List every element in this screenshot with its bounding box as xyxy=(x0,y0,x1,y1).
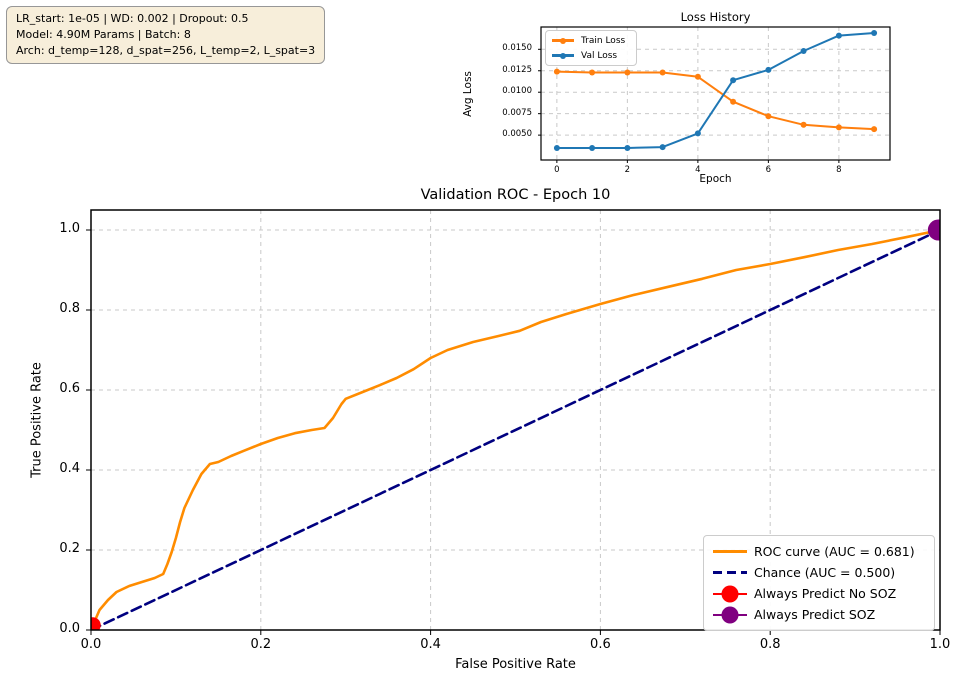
x-axis-label: Epoch xyxy=(699,173,732,185)
x-tick-label: 2 xyxy=(624,165,631,175)
y-tick-label: 0.0150 xyxy=(502,43,532,54)
legend-item: Always Predict No SOZ xyxy=(713,583,925,604)
y-tick-label: 0.8 xyxy=(59,300,80,316)
data-point xyxy=(589,69,596,76)
chart-title: Loss History xyxy=(680,10,751,24)
series-group xyxy=(91,219,940,630)
y-tick-label: 0.0125 xyxy=(502,64,532,75)
x-tick-label: 0.4 xyxy=(420,637,441,652)
legend-label: Chance (AUC = 0.500) xyxy=(754,565,896,580)
line-marker-swatch xyxy=(552,33,574,48)
hyperparams-line-2: Model: 4.90M Params | Batch: 8 xyxy=(16,28,191,41)
x-tick-label: 8 xyxy=(836,165,842,175)
chart-title: Validation ROC - Epoch 10 xyxy=(420,187,611,203)
legend-label: ROC curve (AUC = 0.681) xyxy=(754,544,915,559)
x-tick-label: 1.0 xyxy=(929,637,951,652)
data-point xyxy=(765,66,772,73)
data-point xyxy=(800,121,807,128)
data-point xyxy=(624,145,631,151)
data-point xyxy=(730,98,737,105)
legend-item: Chance (AUC = 0.500) xyxy=(713,562,925,583)
y-tick-label: 0.0100 xyxy=(502,86,532,97)
data-point xyxy=(871,126,878,133)
validation-roc-series-roc-curve-auc-0-681- xyxy=(91,228,940,630)
series-group xyxy=(553,30,878,151)
roc-chart: 0.0 0.2 0.4 0.6 0.8 1.0 0.0 0.2 0.4 0.6 0.8 1.0 Vali… xyxy=(30,187,951,672)
data-point xyxy=(871,30,878,36)
data-point xyxy=(730,77,737,84)
data-point xyxy=(800,48,807,54)
x-tick-label: 6 xyxy=(765,165,772,175)
legend-label: Val Loss xyxy=(581,50,618,61)
y-tick-label: 0.6 xyxy=(59,380,80,396)
x-tick-label: 0.0 xyxy=(80,637,102,652)
legend-item: ROC curve (AUC = 0.681) xyxy=(713,541,925,562)
data-point xyxy=(553,68,560,75)
legend-label: Always Predict No SOZ xyxy=(754,586,897,601)
x-axis-label: False Positive Rate xyxy=(455,657,576,672)
y-axis-label: True Positive Rate xyxy=(29,362,45,478)
data-point xyxy=(624,69,631,76)
always-predict-soz-marker xyxy=(927,219,940,241)
hyperparams-line-1: LR_start: 1e-05 | WD: 0.002 | Dropout: 0… xyxy=(16,12,249,25)
legend-item: Always Predict SOZ xyxy=(713,604,925,625)
x-tick-label: 0.2 xyxy=(250,637,272,652)
data-point xyxy=(659,69,666,76)
y-tick-label: 0.0050 xyxy=(502,128,532,139)
loss-history-chart: 0 2 4 6 8 0.0050 0.0075 0.0100 0.0125 0.0150 Loss … xyxy=(462,10,891,185)
loss-history-series-val-loss xyxy=(555,32,876,149)
x-tick-label: 0.8 xyxy=(759,637,781,652)
legend-item: Train Loss xyxy=(552,33,630,48)
y-tick-label: 0.0075 xyxy=(502,107,532,118)
data-point xyxy=(835,32,842,39)
legend: Train Loss Val Loss xyxy=(545,30,637,66)
legend-dot xyxy=(721,585,739,602)
legend-line xyxy=(713,550,747,553)
data-point xyxy=(694,130,701,137)
legend-item: Val Loss xyxy=(552,48,630,63)
legend-dot xyxy=(560,37,566,44)
y-tick-label: 0.4 xyxy=(59,460,80,476)
data-point xyxy=(694,73,701,80)
validation-roc-plot xyxy=(86,209,941,635)
validation-roc-series-chance-auc-0-500- xyxy=(91,228,940,630)
hyperparams-box: LR_start: 1e-05 | WD: 0.002 | Dropout: 0… xyxy=(6,6,326,64)
grid xyxy=(91,210,940,630)
plot-frame xyxy=(90,209,941,631)
x-tick-label: 4 xyxy=(695,165,701,175)
dot-swatch xyxy=(713,604,747,625)
x-tick-label: 0.6 xyxy=(590,637,611,652)
y-tick-label: 0.2 xyxy=(59,540,80,556)
dot-swatch xyxy=(713,583,747,604)
data-point xyxy=(835,124,842,131)
y-tick-label: 0.0 xyxy=(59,620,80,636)
y-tick-label: 1.0 xyxy=(59,220,80,236)
legend-dot xyxy=(721,606,739,623)
line-swatch xyxy=(713,541,747,562)
legend-dot xyxy=(560,52,566,59)
data-point xyxy=(553,145,560,151)
always-predict-no-soz-marker xyxy=(91,617,101,630)
data-point xyxy=(765,113,772,120)
data-point xyxy=(659,144,666,151)
line-marker-swatch xyxy=(552,48,574,63)
legend-label: Always Predict SOZ xyxy=(754,607,876,622)
loss-history-series-train-loss xyxy=(555,70,876,131)
legend: ROC curve (AUC = 0.681) Chance (AUC = 0.5… xyxy=(703,535,935,631)
legend-label: Train Loss xyxy=(581,35,626,46)
data-point xyxy=(589,145,596,151)
y-axis-label: Avg Loss xyxy=(462,70,474,117)
x-tick-label: 0 xyxy=(554,165,560,175)
hyperparams-line-3: Arch: d_temp=128, d_spat=256, L_temp=2, … xyxy=(16,44,316,57)
dashed-swatch xyxy=(713,562,747,583)
plot-frame xyxy=(540,26,891,161)
legend-dashed-line xyxy=(713,571,747,574)
